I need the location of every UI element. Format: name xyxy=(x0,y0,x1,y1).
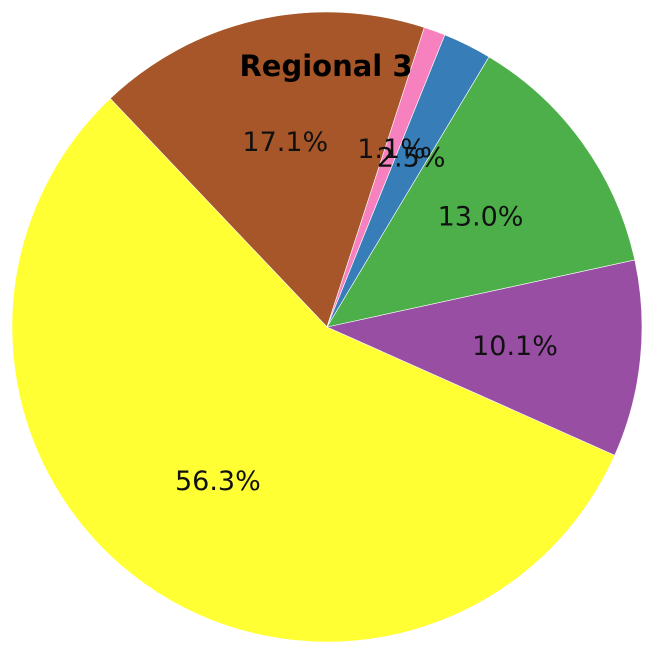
slice-label-3: 13.0% xyxy=(438,201,524,232)
labels-layer: 17.1% 56.3% 10.1% 13.0% 2.5%1.1% xyxy=(175,127,558,497)
pie-slice-2 xyxy=(326,259,643,456)
pie-slice-5 xyxy=(326,27,446,328)
slice-label-5: 1.1% xyxy=(357,134,426,165)
slice-label-2: 10.1% xyxy=(472,331,558,362)
slice-label-4: 2.5% xyxy=(377,142,446,173)
pie-slice-0 xyxy=(109,11,425,328)
slice-label-1: 56.3% xyxy=(175,466,261,497)
pie-slice-3 xyxy=(326,56,636,328)
chart-title: Regional 3 xyxy=(239,49,412,83)
slice-label-0: 17.1% xyxy=(242,127,328,158)
slices-layer xyxy=(11,11,643,643)
pie-slice-1 xyxy=(11,98,616,643)
